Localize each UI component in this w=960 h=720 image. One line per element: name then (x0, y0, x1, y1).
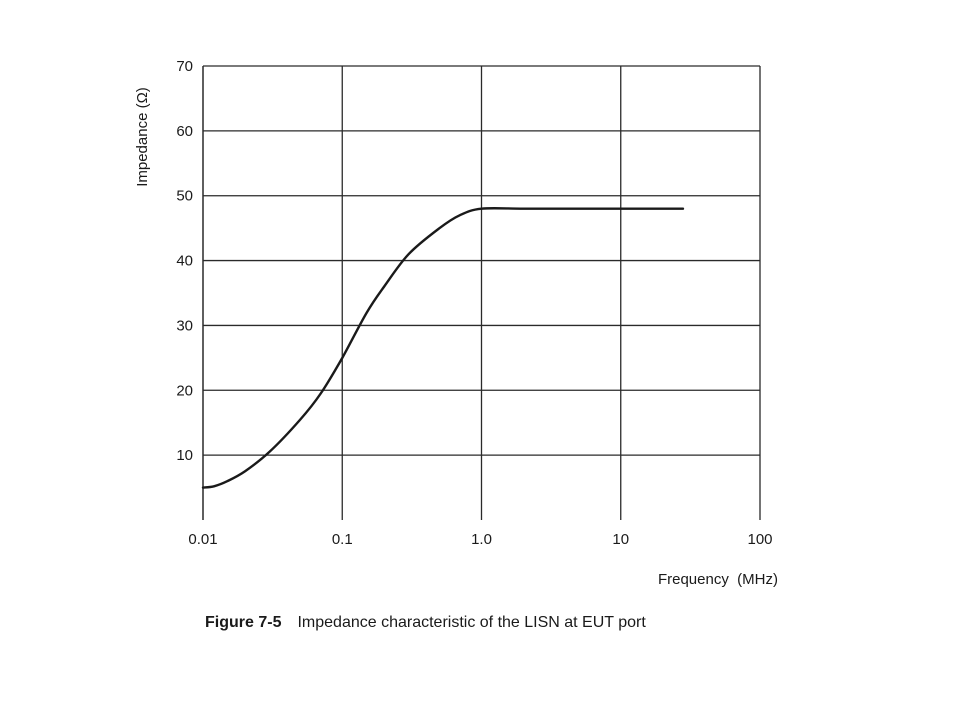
y-axis-title: Impedance (Ω) (134, 87, 151, 187)
y-tick-label: 60 (176, 123, 193, 140)
grid (203, 65, 760, 520)
x-tick-label: 1.0 (471, 531, 492, 548)
y-tick-label: 50 (176, 188, 193, 205)
x-tick-label: 0.1 (332, 531, 353, 548)
figure-number: Figure 7-5 (205, 614, 282, 631)
x-tick-label: 100 (747, 531, 772, 548)
series-layer (201, 207, 685, 489)
x-axis-title: Frequency (MHz) (658, 571, 778, 588)
impedance-curve (201, 207, 685, 489)
figure-caption-text: Impedance characteristic of the LISN at … (297, 614, 646, 631)
x-tick-label: 0.01 (188, 531, 217, 548)
tick-labels: 10 20 30 40 50 60 70 0.01 0.1 1.0 10 100 (176, 58, 772, 548)
y-tick-label: 20 (176, 382, 193, 399)
y-tick-label: 10 (176, 447, 193, 464)
y-tick-label: 70 (176, 58, 193, 75)
axes (202, 66, 761, 520)
y-tick-label: 40 (176, 253, 193, 270)
figure-caption: Figure 7-5 Impedance characteristic of th… (205, 614, 646, 632)
x-tick-label: 10 (612, 531, 629, 548)
y-tick-label: 30 (176, 317, 193, 334)
